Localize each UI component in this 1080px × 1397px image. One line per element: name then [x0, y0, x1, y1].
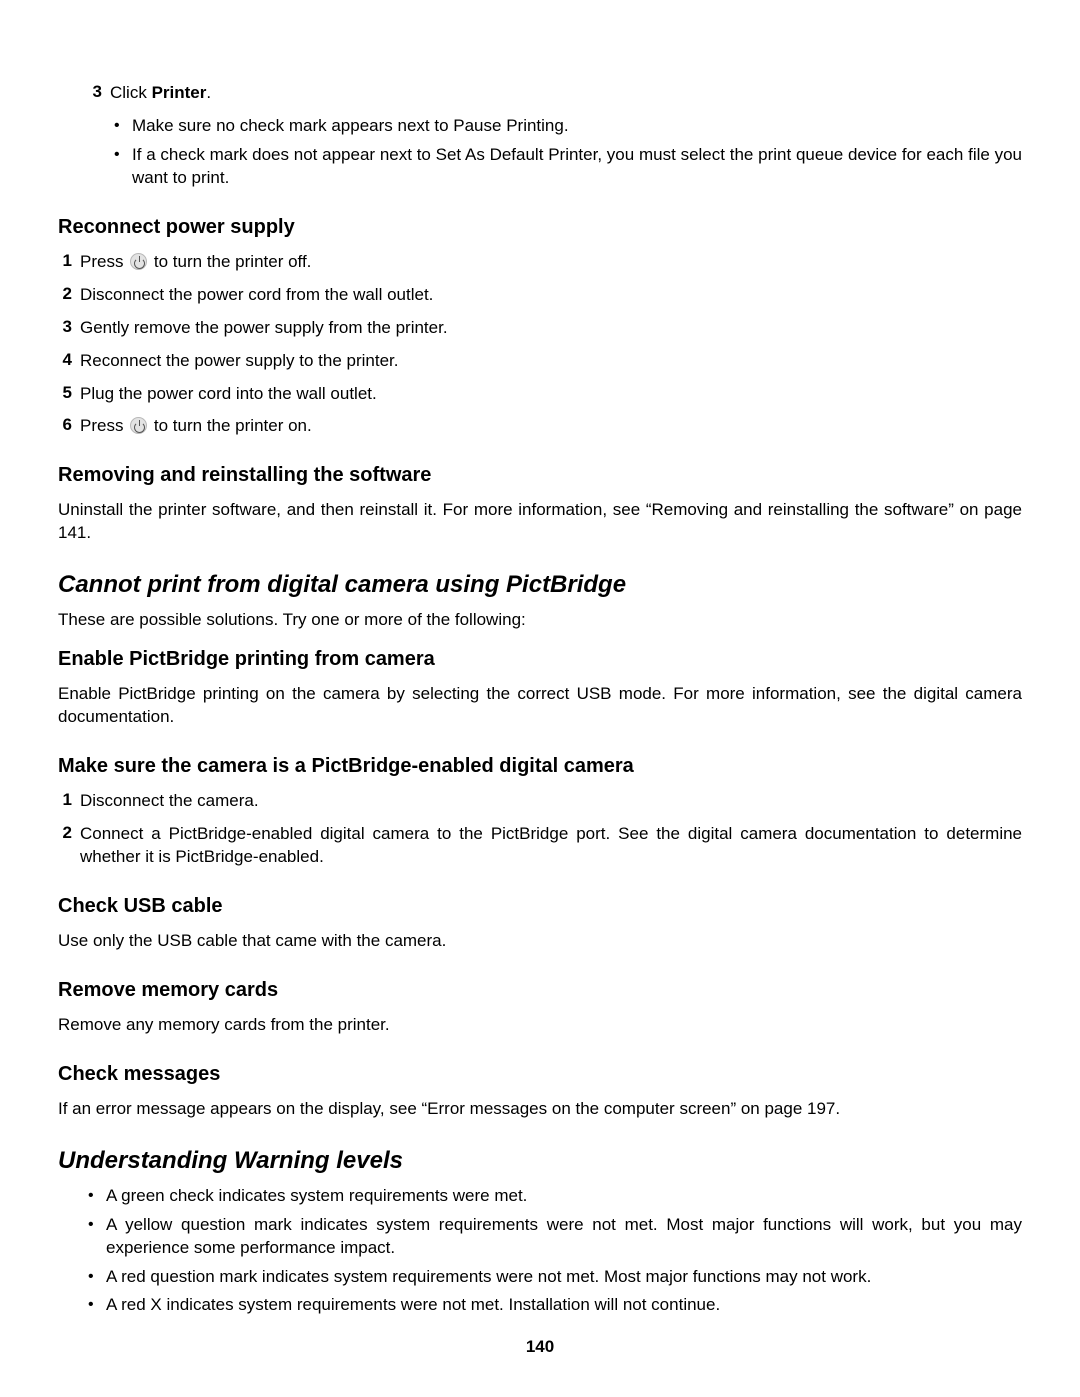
step-post: to turn the printer off. — [149, 252, 311, 271]
step-body: Plug the power cord into the wall outlet… — [80, 383, 1022, 406]
step-number: 3 — [58, 317, 80, 337]
step-number: 3 — [88, 82, 110, 102]
step-text-bold: Printer — [152, 83, 207, 102]
step-number: 2 — [58, 284, 80, 304]
step-body: Press to turn the printer on. — [80, 415, 1022, 438]
heading-msg: Check messages — [58, 1063, 1022, 1086]
step-text-before: Click — [110, 83, 152, 102]
bullet-row: • If a check mark does not appear next t… — [114, 144, 1022, 190]
step-row: 2 Connect a PictBridge-enabled digital c… — [58, 823, 1022, 869]
warning-bullets: • A green check indicates system require… — [88, 1185, 1022, 1318]
power-icon — [130, 417, 147, 434]
top-bullets: • Make sure no check mark appears next t… — [114, 115, 1022, 190]
step-row: 4 Reconnect the power supply to the prin… — [58, 350, 1022, 373]
bullet-dot: • — [88, 1214, 106, 1236]
step-number: 6 — [58, 415, 80, 435]
bullet-row: • A red question mark indicates system r… — [88, 1266, 1022, 1289]
bullet-text: A yellow question mark indicates system … — [106, 1214, 1022, 1260]
step-body: Reconnect the power supply to the printe… — [80, 350, 1022, 373]
heading-reinstall: Removing and reinstalling the software — [58, 464, 1022, 487]
bullet-row: • A red X indicates system requirements … — [88, 1294, 1022, 1317]
reconnect-steps: 1 Press to turn the printer off. 2 Disco… — [58, 251, 1022, 439]
bullet-text: A red X indicates system requirements we… — [106, 1294, 1022, 1317]
heading-mem: Remove memory cards — [58, 979, 1022, 1002]
bullet-dot: • — [88, 1266, 106, 1288]
step-pre: Press — [80, 252, 128, 271]
bullet-row: • Make sure no check mark appears next t… — [114, 115, 1022, 138]
heading-usb: Check USB cable — [58, 895, 1022, 918]
step-post: to turn the printer on. — [149, 416, 312, 435]
bullet-text: A green check indicates system requireme… — [106, 1185, 1022, 1208]
step-text-after: . — [206, 83, 211, 102]
step-number: 4 — [58, 350, 80, 370]
bullet-text: Make sure no check mark appears next to … — [132, 115, 1022, 138]
step-row: 6 Press to turn the printer on. — [58, 415, 1022, 438]
heading-enable: Enable PictBridge printing from camera — [58, 648, 1022, 671]
step-row: 2 Disconnect the power cord from the wal… — [58, 284, 1022, 307]
makesure-steps: 1 Disconnect the camera. 2 Connect a Pic… — [58, 790, 1022, 869]
top-step-row: 3 Click Printer. — [88, 82, 1022, 105]
heading-warning: Understanding Warning levels — [58, 1147, 1022, 1175]
mem-para: Remove any memory cards from the printer… — [58, 1014, 1022, 1037]
step-row: 3 Gently remove the power supply from th… — [58, 317, 1022, 340]
step-number: 5 — [58, 383, 80, 403]
step-number: 1 — [58, 790, 80, 810]
step-number: 2 — [58, 823, 80, 843]
step-body: Disconnect the power cord from the wall … — [80, 284, 1022, 307]
power-icon — [130, 253, 147, 270]
bullet-dot: • — [114, 115, 132, 137]
page-number: 140 — [0, 1337, 1080, 1357]
bullet-text: If a check mark does not appear next to … — [132, 144, 1022, 190]
reinstall-para: Uninstall the printer software, and then… — [58, 499, 1022, 545]
step-row: 1 Disconnect the camera. — [58, 790, 1022, 813]
pictbridge-intro: These are possible solutions. Try one or… — [58, 609, 1022, 632]
heading-makesure: Make sure the camera is a PictBridge-ena… — [58, 755, 1022, 778]
bullet-row: • A green check indicates system require… — [88, 1185, 1022, 1208]
step-body: Click Printer. — [110, 82, 1022, 105]
step-pre: Press — [80, 416, 128, 435]
bullet-text: A red question mark indicates system req… — [106, 1266, 1022, 1289]
heading-pictbridge: Cannot print from digital camera using P… — [58, 571, 1022, 599]
usb-para: Use only the USB cable that came with th… — [58, 930, 1022, 953]
page-content: 3 Click Printer. • Make sure no check ma… — [58, 82, 1022, 1317]
step-body: Press to turn the printer off. — [80, 251, 1022, 274]
enable-para: Enable PictBridge printing on the camera… — [58, 683, 1022, 729]
step-body: Disconnect the camera. — [80, 790, 1022, 813]
msg-para: If an error message appears on the displ… — [58, 1098, 1022, 1121]
step-body: Gently remove the power supply from the … — [80, 317, 1022, 340]
step-row: 5 Plug the power cord into the wall outl… — [58, 383, 1022, 406]
step-number: 1 — [58, 251, 80, 271]
bullet-dot: • — [88, 1294, 106, 1316]
step-row: 1 Press to turn the printer off. — [58, 251, 1022, 274]
bullet-dot: • — [88, 1185, 106, 1207]
bullet-dot: • — [114, 144, 132, 166]
bullet-row: • A yellow question mark indicates syste… — [88, 1214, 1022, 1260]
step-body: Connect a PictBridge-enabled digital cam… — [80, 823, 1022, 869]
heading-reconnect: Reconnect power supply — [58, 216, 1022, 239]
